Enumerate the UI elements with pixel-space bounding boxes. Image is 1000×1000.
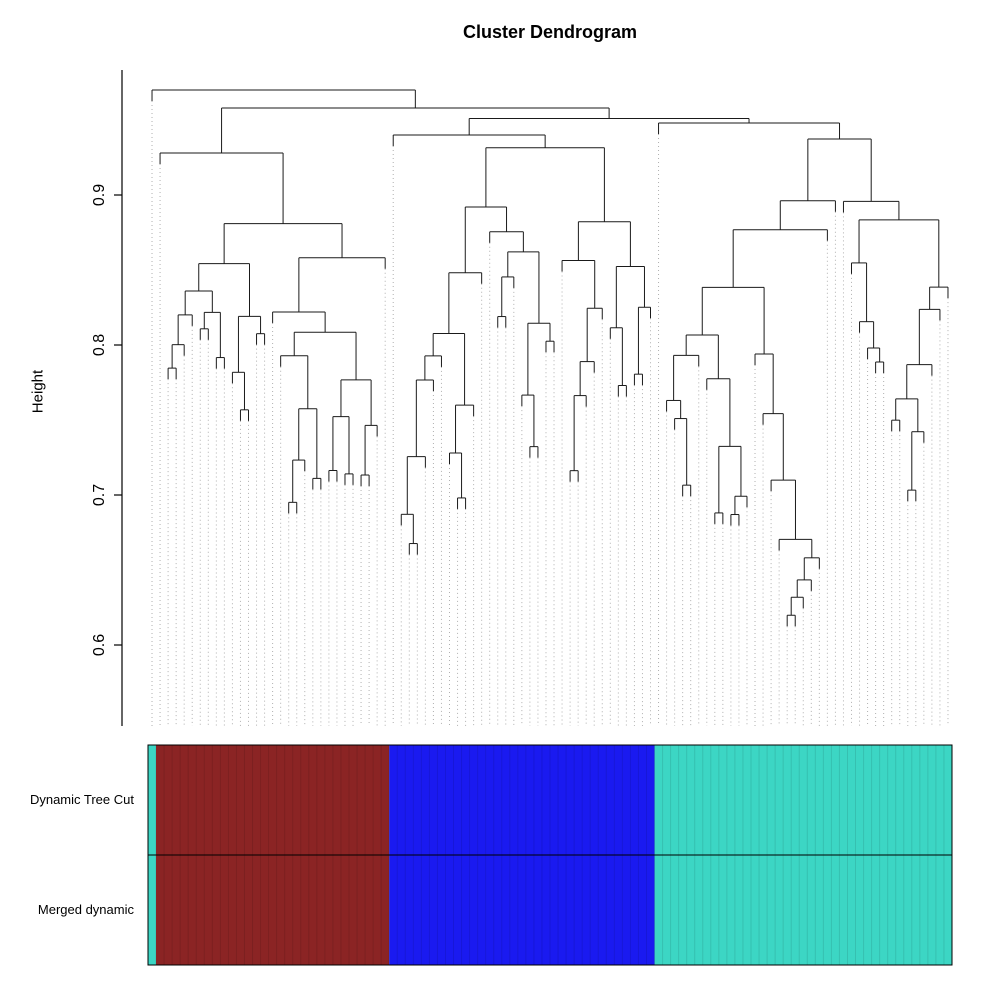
y-tick-label: 0.8 bbox=[91, 334, 108, 356]
band-row-label-merged-dynamic: Merged dynamic bbox=[37, 902, 134, 917]
chart-title: Cluster Dendrogram bbox=[462, 22, 638, 42]
module-color-segment bbox=[156, 745, 390, 855]
y-tick-label: 0.9 bbox=[91, 184, 108, 206]
module-color-segment bbox=[156, 855, 390, 965]
y-axis: 0.6 0.7 0.8 0.9 bbox=[91, 70, 123, 726]
leaf-drop-lines bbox=[151, 101, 949, 726]
module-color-segment bbox=[389, 855, 655, 965]
module-color-segment bbox=[148, 855, 157, 965]
module-color-segment bbox=[654, 855, 952, 965]
module-color-segment bbox=[654, 745, 952, 855]
band-row-label-dynamic-tree-cut: Dynamic Tree Cut bbox=[29, 792, 134, 807]
y-tick-label: 0.7 bbox=[91, 484, 108, 506]
module-color-segment bbox=[148, 745, 157, 855]
dendrogram-lines bbox=[151, 89, 949, 627]
color-bands bbox=[147, 744, 953, 966]
module-color-segment bbox=[389, 745, 655, 855]
y-tick-label: 0.6 bbox=[91, 634, 108, 656]
